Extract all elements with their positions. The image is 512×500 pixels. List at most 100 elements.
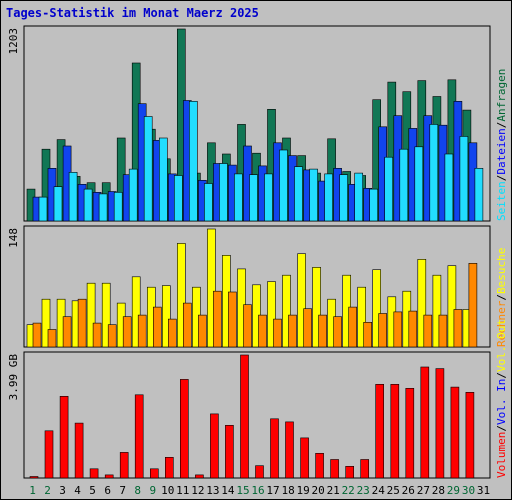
bar-volumen-day-13 [210,413,219,479]
bar-rechner-day-12 [198,314,207,348]
legend-item-bottom-1: / [495,425,508,432]
bar-volumen-day-26 [405,387,415,479]
bar-rechner-day-21 [333,316,342,348]
x-tick-label-day-25: 25 [387,484,400,497]
x-tick-label-day-19: 19 [296,484,309,497]
bar-rechner-day-16 [258,314,267,348]
x-tick-label-day-3: 3 [59,484,66,497]
bar-seiten-day-20 [324,173,333,222]
bar-volumen-day-5 [89,468,99,479]
bar-besuche-day-17 [267,281,276,348]
bar-volumen-day-20 [315,452,324,479]
bar-besuche-day-13 [207,228,216,348]
chart-title: Tages-Statistik im Monat Maerz 2025 [6,6,259,20]
x-tick-label-day-21: 21 [327,484,340,497]
x-tick-label-day-1: 1 [29,484,36,497]
bar-besuche-day-27 [417,258,427,348]
bar-besuche-day-28 [432,274,442,348]
bar-rechner-day-23 [363,321,373,348]
bar-volumen-day-12 [195,474,204,479]
bar-seiten-day-29 [459,136,469,222]
bar-volumen-day-7 [119,452,129,479]
legend-item-middle-0: Rechner [495,300,508,347]
bar-volumen-day-1 [29,476,39,479]
bar-rechner-day-19 [303,308,312,348]
bar-rechner-day-4 [77,298,87,348]
x-tick-label-day-11: 11 [176,484,189,497]
x-tick-label-day-15: 15 [236,484,249,497]
bar-besuche-day-18 [282,274,291,348]
x-tick-label-day-13: 13 [206,484,219,497]
bar-besuche-day-2 [41,298,51,348]
bar-volumen-day-10 [165,456,174,479]
bar-seiten-day-30 [474,168,484,222]
x-tick-label-day-5: 5 [89,484,96,497]
bar-seiten-day-13 [219,163,228,222]
x-tick-label-day-29: 29 [447,484,460,497]
bar-besuche-day-23 [357,286,367,348]
bar-volumen-day-18 [285,421,294,479]
x-tick-label-day-22: 22 [342,484,355,497]
bar-rechner-day-8 [137,314,147,348]
x-tick-label-day-20: 20 [311,484,324,497]
bar-volumen-day-16 [255,465,264,479]
bar-rechner-day-11 [183,302,192,348]
y-max-label-bottom: 3.99 GB [7,354,20,401]
legend-item-top-3: / [495,122,508,129]
bar-seiten-day-1 [38,196,48,222]
x-tick-label-day-9: 9 [149,484,156,497]
bar-volumen-day-2 [44,430,54,479]
bar-seiten-day-24 [384,156,394,222]
bar-volumen-day-3 [59,395,69,479]
plot-area-bottom [23,351,491,479]
legend-bottom: Volumen/Vol. In/Vol. Out [495,319,508,478]
x-tick-label-day-10: 10 [161,484,174,497]
bar-seiten-day-18 [294,166,303,222]
bar-rechner-day-14 [228,291,237,348]
bar-rechner-day-9 [153,306,162,348]
bar-volumen-day-11 [180,379,189,479]
bar-volumen-day-25 [390,383,400,479]
legend-item-middle-1: / [495,294,508,301]
bar-seiten-day-2 [53,186,63,222]
bar-volumen-day-22 [345,465,355,479]
bar-volumen-day-14 [225,424,234,479]
bar-volumen-day-6 [104,474,114,479]
bar-seiten-day-15 [249,174,258,222]
legend-item-bottom-4: Vol. Out [495,319,508,372]
bar-rechner-day-6 [107,324,117,348]
legend-item-middle-2: Besuche [495,248,508,294]
bar-volumen-day-4 [74,422,84,479]
bar-besuche-day-29 [447,265,457,348]
bar-volumen-day-23 [360,459,370,479]
x-tick-label-day-6: 6 [104,484,111,497]
bar-seiten-day-28 [444,153,454,222]
bar-seiten-day-3 [68,172,78,222]
bar-seiten-day-12 [204,183,213,222]
bar-volumen-day-29 [450,386,460,479]
bar-rechner-day-18 [288,314,297,348]
legend-item-top-4: Anfragen [495,69,508,122]
bar-seiten-day-7 [128,168,138,222]
x-tick-label-day-27: 27 [417,484,430,497]
bar-rechner-day-3 [62,316,72,348]
bar-volumen-day-15 [240,354,249,479]
bar-seiten-day-14 [234,173,243,222]
bar-volumen-day-19 [300,437,309,479]
legend-item-top-0: Seiten [495,181,508,221]
bar-seiten-day-19 [309,168,318,222]
bar-volumen-day-28 [435,368,445,479]
bar-rechner-day-5 [92,322,102,348]
x-tick-label-day-30: 30 [462,484,475,497]
bar-besuche-day-6 [101,282,111,348]
bar-rechner-day-22 [348,306,358,348]
bar-seiten-day-8 [143,116,153,222]
bar-seiten-day-4 [83,188,93,222]
x-tick-label-day-16: 16 [251,484,264,497]
bar-seiten-day-27 [429,124,439,222]
bar-rechner-day-15 [243,304,252,348]
bar-volumen-day-30 [465,391,475,479]
bar-besuche-day-5 [86,282,96,348]
bar-rechner-day-10 [168,318,177,348]
